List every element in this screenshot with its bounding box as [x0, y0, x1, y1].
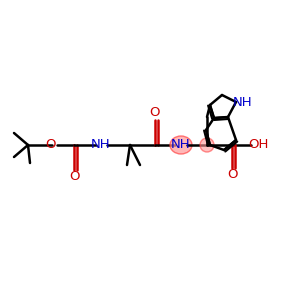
Text: NH: NH	[233, 95, 253, 109]
Text: NH: NH	[91, 139, 111, 152]
Ellipse shape	[200, 138, 214, 152]
Text: NH: NH	[171, 139, 191, 152]
Text: O: O	[69, 170, 79, 184]
Ellipse shape	[170, 136, 192, 154]
Text: OH: OH	[248, 139, 268, 152]
Text: O: O	[46, 139, 56, 152]
Text: O: O	[227, 169, 237, 182]
Text: O: O	[150, 106, 160, 119]
